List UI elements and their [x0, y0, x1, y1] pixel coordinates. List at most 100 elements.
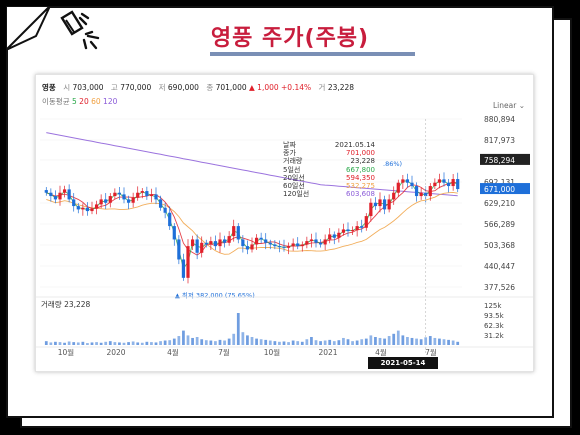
- stock-chart-panel[interactable]: 영풍 시 703,000 고 770,000 저 690,000 종 701,0…: [35, 74, 534, 372]
- high-label: 고: [110, 83, 118, 92]
- volume-bar: [58, 342, 62, 345]
- volume-bar: [186, 335, 190, 345]
- page-title: 영풍 주가(주봉): [210, 26, 370, 51]
- volume-bar: [323, 340, 327, 345]
- candle-body: [149, 194, 154, 197]
- volume-bar: [364, 338, 368, 345]
- candle-body: [282, 246, 286, 248]
- candle-body: [337, 232, 341, 238]
- candle-body: [291, 243, 295, 247]
- volume-bar: [72, 342, 76, 345]
- candle-body: [428, 186, 432, 197]
- volume-bar: [122, 342, 126, 345]
- tooltip-value: 603,608: [346, 190, 375, 199]
- volume-bar: [259, 339, 263, 345]
- candle-body: [305, 241, 309, 245]
- price-tick: 629,210: [484, 199, 515, 208]
- volume-bar: [232, 333, 236, 345]
- volume-bar: [406, 337, 409, 345]
- tooltip-row: 거래량 23,228: [283, 157, 375, 165]
- x-axis-label: 7월: [218, 347, 230, 357]
- volume-bar: [415, 338, 418, 345]
- candle-body: [373, 202, 378, 207]
- candle-body: [250, 244, 254, 250]
- volume-bar: [145, 341, 149, 345]
- x-axis-label: 10월: [58, 347, 75, 357]
- candle-body: [85, 207, 90, 212]
- ma-20[interactable]: 20: [79, 97, 89, 106]
- candle-body: [222, 239, 227, 243]
- candle-body: [414, 186, 419, 197]
- volume-bar: [86, 343, 89, 345]
- price-tick: 440,447: [484, 262, 515, 271]
- candle-body: [53, 196, 58, 200]
- close-price-label: 671,000: [484, 185, 515, 194]
- volume-bar: [250, 337, 254, 345]
- candle-body: [158, 199, 163, 208]
- candle-body: [209, 241, 213, 245]
- tooltip-row: 60일선 532,275: [283, 182, 375, 190]
- volume-bar: [456, 341, 460, 345]
- x-axis-label: 2020: [106, 348, 125, 357]
- megaphone-icon: [60, 10, 100, 50]
- open-label: 시: [63, 83, 71, 92]
- volume-bar: [223, 340, 226, 345]
- volume-tick: 93.5k: [484, 312, 505, 320]
- volume-bar: [424, 337, 428, 345]
- ma-120[interactable]: 120: [103, 97, 118, 106]
- price-tick: 566,289: [484, 220, 515, 229]
- candle-body: [392, 192, 396, 200]
- volume-bar: [113, 342, 117, 345]
- volume-bar: [287, 342, 290, 345]
- candle-body: [108, 196, 112, 203]
- candle-body: [446, 182, 451, 187]
- candle-body: [396, 182, 400, 193]
- volume-bar: [374, 337, 377, 345]
- volume-bar: [273, 341, 277, 345]
- candle-body: [44, 190, 48, 193]
- volume-bar: [182, 330, 185, 345]
- tooltip-value: 23,228: [350, 157, 376, 166]
- volume-bar: [282, 341, 286, 345]
- scale-mode-label: Linear: [493, 101, 517, 110]
- volume-bar: [246, 335, 249, 345]
- candle-body: [341, 229, 346, 233]
- candle-body: [218, 239, 222, 247]
- current-price-tag: [480, 153, 530, 165]
- volume-short-label: 거: [318, 83, 326, 92]
- volume-bar: [401, 335, 405, 345]
- ma-60[interactable]: 60: [91, 97, 101, 106]
- crosshair-date-label: 2021-05-14: [368, 357, 438, 369]
- candle-body: [177, 239, 181, 260]
- volume-bar: [150, 342, 153, 345]
- x-axis-label: 7월: [425, 347, 437, 357]
- change-value: ▲ 1,000 +0.14%: [249, 83, 312, 92]
- volume-bar: [49, 342, 53, 345]
- tooltip-label: 종가: [283, 149, 296, 158]
- volume-bar: [447, 339, 450, 345]
- volume-bar: [319, 341, 322, 345]
- x-axis-label: 2021: [318, 348, 337, 357]
- volume-bar: [200, 339, 204, 345]
- volume-bar: [451, 340, 455, 345]
- candle-body: [104, 199, 108, 203]
- candle-body: [350, 230, 355, 232]
- scale-mode-dropdown[interactable]: Linear ⌄: [493, 101, 525, 110]
- candle-body: [300, 244, 304, 247]
- price-chart[interactable]: 880,894 817,973 692,131 629,210 566,289 503,3…: [36, 75, 533, 371]
- candle-body: [241, 239, 245, 247]
- volume-bar: [268, 340, 272, 345]
- ma-5[interactable]: 5: [72, 97, 77, 106]
- volume-bar: [241, 332, 245, 345]
- candle-body: [318, 242, 323, 245]
- volume-bar: [227, 338, 231, 345]
- candle-body: [145, 191, 149, 197]
- tooltip-row: 5일선 667,800: [283, 166, 375, 174]
- tooltip-label: 거래량: [283, 157, 303, 166]
- volume-bar: [163, 340, 167, 345]
- tooltip-row: 날짜 2021.05.14: [283, 141, 375, 149]
- tooltip-value: 594,350: [346, 173, 375, 182]
- chevron-down-icon: ⌄: [518, 101, 525, 110]
- stock-name: 영풍: [42, 83, 56, 92]
- low-price-marker: ▲ 최저 382,000 (75.65%): [175, 291, 255, 300]
